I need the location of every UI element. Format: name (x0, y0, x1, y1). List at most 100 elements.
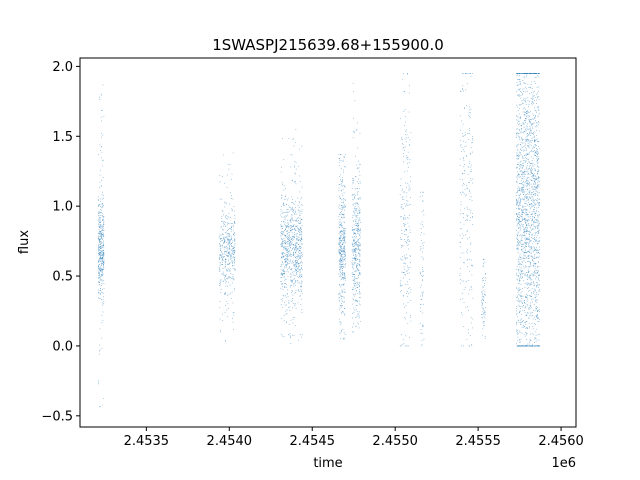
data-point (339, 220, 341, 222)
data-point (100, 293, 101, 295)
data-point (468, 166, 470, 168)
data-point (101, 270, 103, 271)
data-point (300, 227, 301, 229)
data-point (101, 203, 103, 205)
data-point (463, 302, 465, 303)
data-point (533, 209, 535, 211)
data-point (291, 217, 293, 219)
data-point (518, 197, 520, 199)
data-point (525, 345, 527, 347)
data-point (294, 172, 296, 174)
data-point (538, 266, 540, 267)
data-point (459, 228, 461, 230)
data-point (220, 234, 222, 236)
data-point (522, 198, 524, 200)
data-point (232, 265, 233, 267)
data-point (518, 157, 519, 159)
data-point (340, 254, 342, 256)
data-point (525, 161, 527, 163)
data-point (481, 293, 483, 294)
data-point (530, 305, 532, 307)
data-point (529, 251, 530, 253)
data-point (403, 217, 405, 218)
data-point (529, 246, 531, 248)
data-point (220, 238, 222, 239)
data-point (525, 157, 526, 158)
data-point (98, 261, 100, 262)
data-point (404, 191, 405, 193)
data-point (291, 262, 293, 264)
data-point (341, 216, 342, 218)
data-point (535, 297, 536, 299)
data-point (525, 252, 526, 253)
data-point (343, 272, 345, 274)
data-point (343, 213, 345, 215)
data-point (342, 199, 344, 201)
data-point (536, 126, 538, 128)
data-point (535, 301, 537, 302)
data-point (523, 324, 524, 326)
data-point (285, 203, 287, 205)
data-point (291, 154, 293, 156)
data-point (339, 261, 341, 262)
data-point (101, 283, 103, 284)
data-point (294, 249, 296, 251)
y-tick-label: 1.5 (52, 130, 73, 145)
data-point (466, 219, 468, 221)
data-point (464, 287, 466, 288)
data-point (483, 263, 484, 265)
data-point (295, 269, 297, 271)
data-point (527, 239, 529, 240)
data-point (407, 239, 409, 241)
data-point (285, 236, 286, 238)
data-point (469, 199, 471, 201)
data-point (536, 286, 538, 288)
data-point (287, 199, 288, 201)
data-point (531, 170, 532, 172)
data-point (342, 292, 343, 293)
data-point (536, 150, 538, 152)
data-point (286, 259, 287, 261)
data-point (102, 254, 104, 256)
data-point (281, 261, 283, 262)
data-point (299, 175, 300, 177)
data-point (467, 216, 469, 217)
data-point (527, 134, 529, 136)
data-point (538, 177, 539, 179)
data-point (472, 265, 473, 267)
data-point (537, 159, 538, 161)
data-point (482, 266, 484, 267)
data-point (525, 344, 527, 346)
data-point (231, 254, 232, 256)
data-point (283, 245, 285, 247)
data-point (103, 234, 104, 236)
data-point (516, 82, 518, 84)
data-point (517, 241, 518, 243)
data-point (533, 261, 535, 262)
data-point (401, 290, 403, 291)
data-point (524, 335, 526, 337)
data-point (297, 235, 299, 237)
data-point (536, 178, 538, 180)
data-point (517, 85, 519, 87)
data-point (300, 228, 301, 229)
data-point (420, 307, 421, 309)
data-point (468, 133, 470, 134)
data-point (355, 242, 356, 244)
data-point (345, 263, 346, 264)
data-point (301, 218, 303, 220)
data-point (528, 255, 530, 257)
data-point (462, 213, 464, 215)
data-point (402, 295, 404, 296)
data-point (339, 246, 341, 247)
data-point (538, 224, 540, 225)
data-point (356, 254, 358, 256)
data-point (523, 123, 525, 124)
data-point (531, 213, 533, 215)
data-point (529, 230, 531, 232)
data-point (527, 275, 528, 277)
data-point (539, 130, 540, 132)
data-point (520, 271, 522, 273)
data-point (483, 265, 485, 267)
data-point (284, 204, 285, 206)
